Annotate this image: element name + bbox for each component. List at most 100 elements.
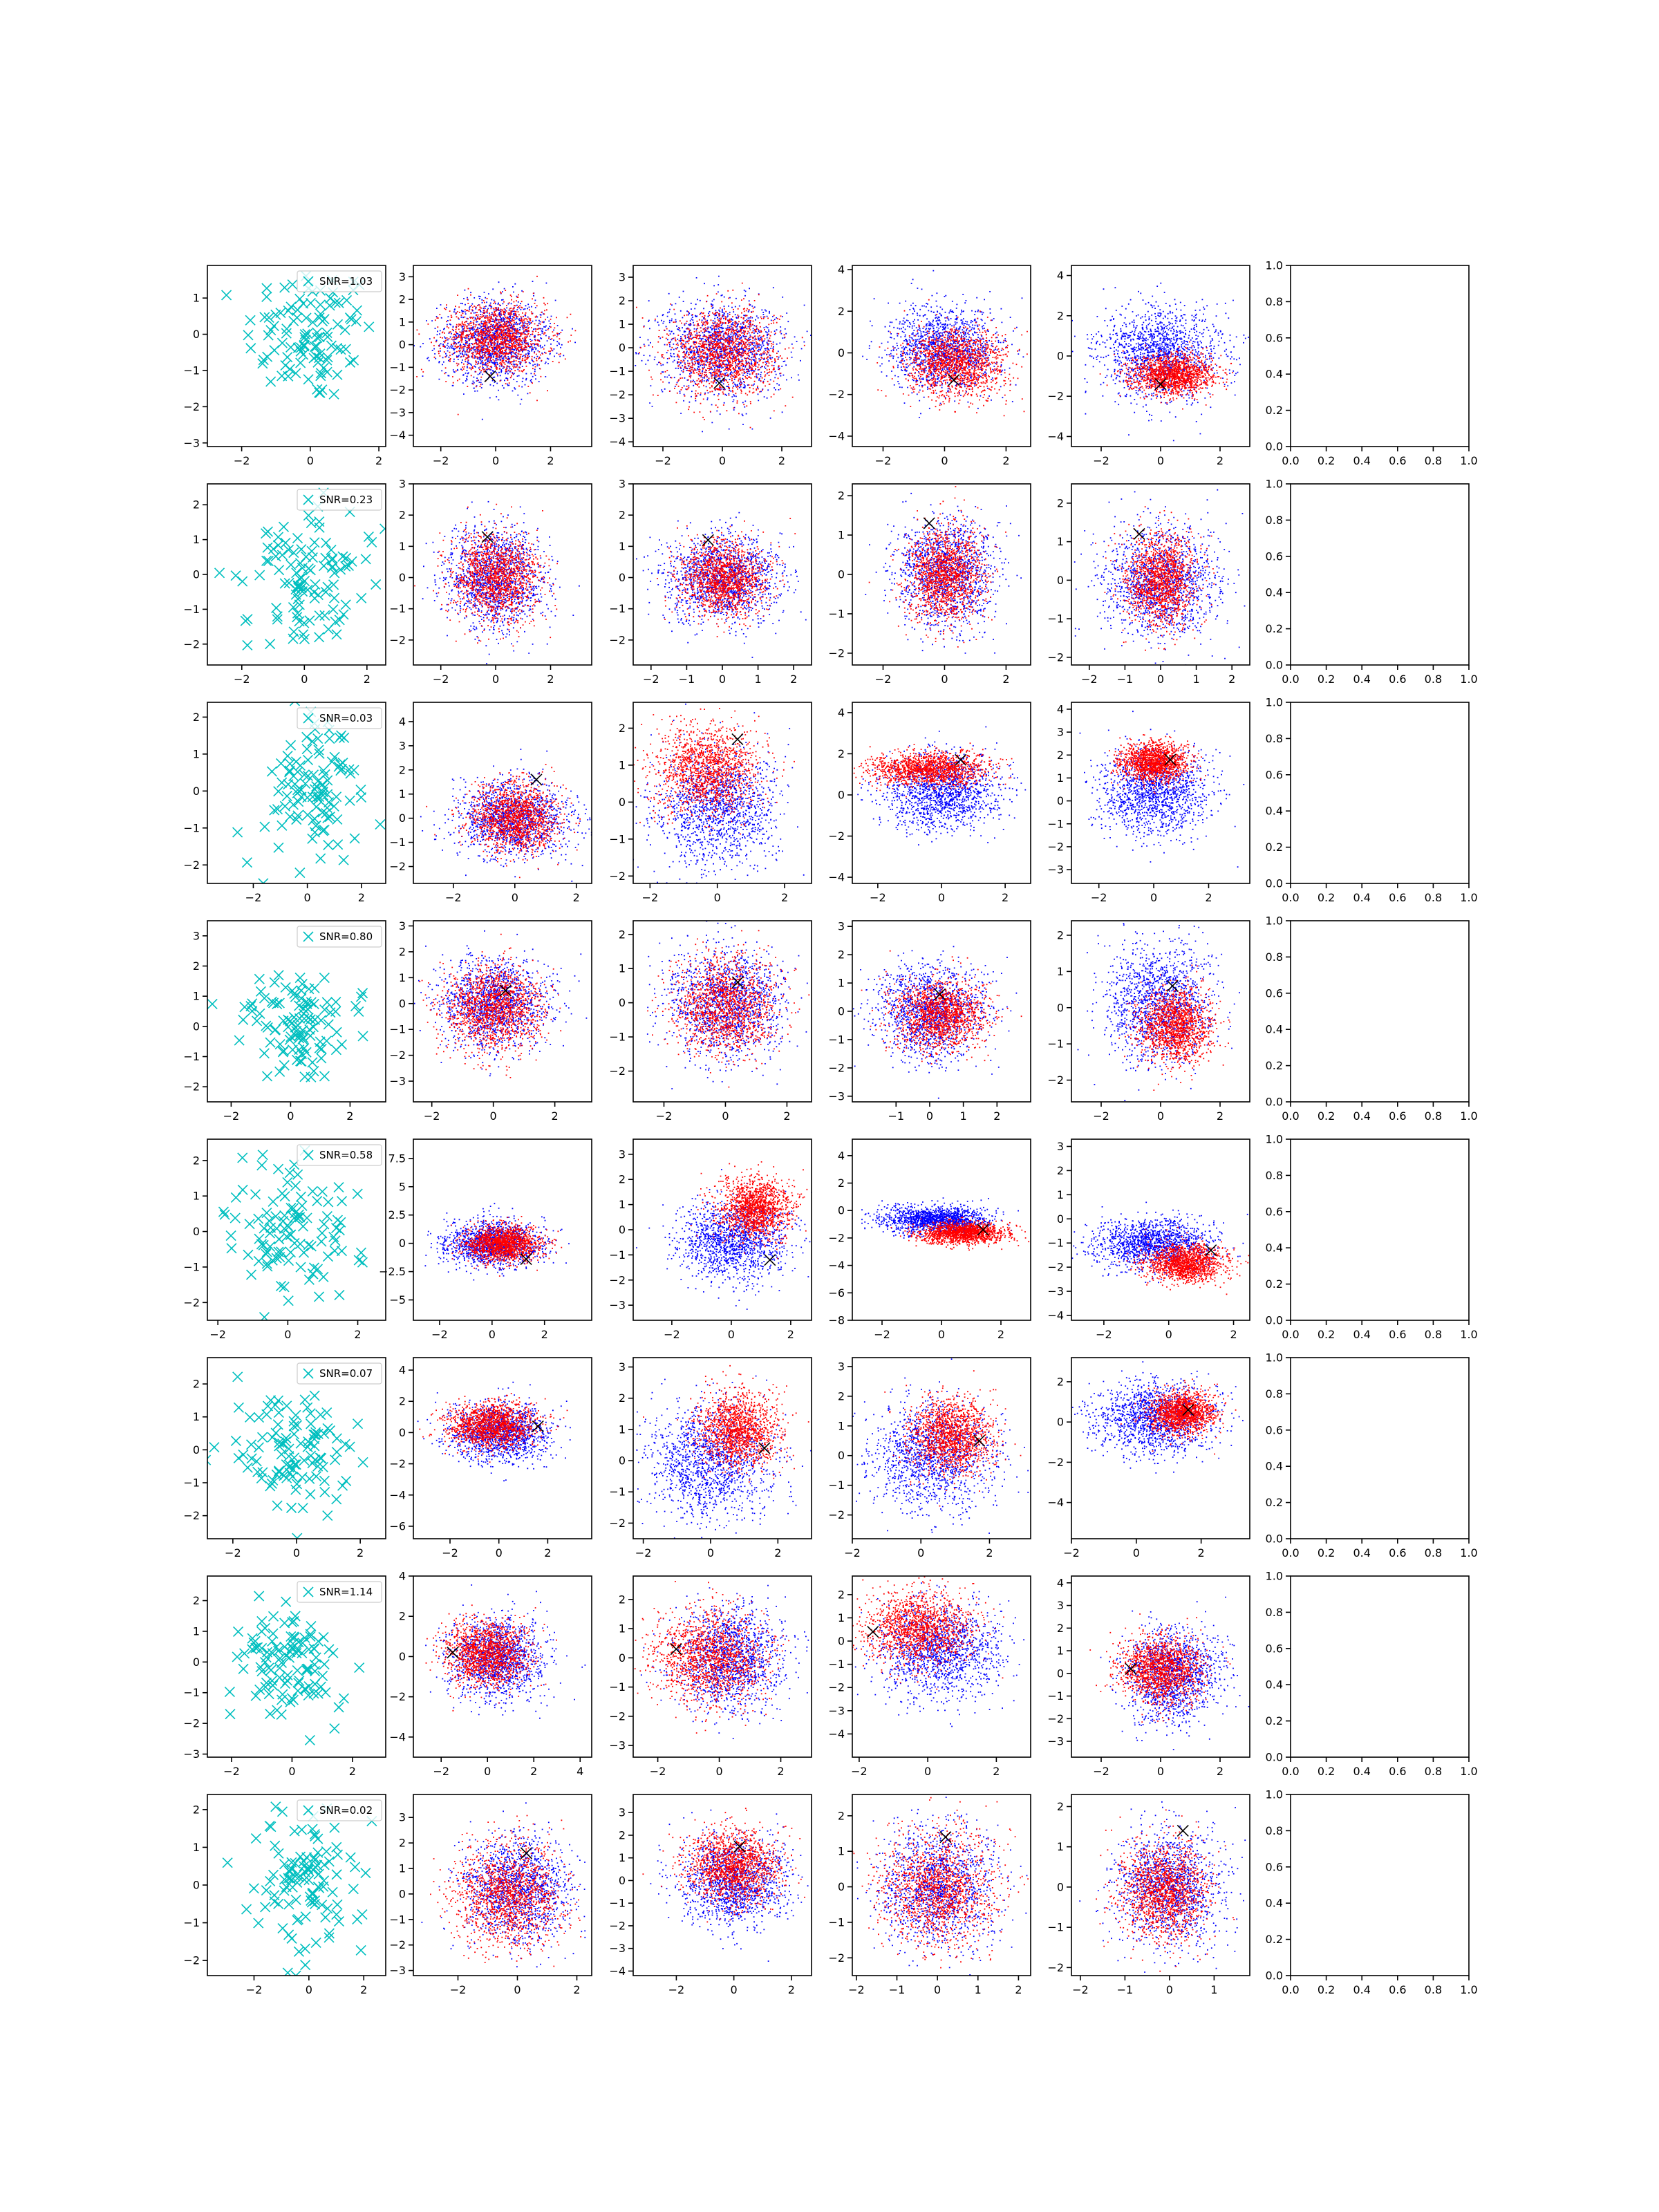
scatter-axis-ytick-label: 2 (399, 293, 406, 306)
empty-axis-ytick-label: 0.8 (1266, 1169, 1283, 1182)
sample-marker (239, 1103, 249, 1112)
scatter-axis-xtick-label: 0 (1165, 1328, 1172, 1341)
scatter-axis-ytick-label: 1 (838, 1611, 845, 1624)
sample-axis-ytick-label: −2 (183, 400, 200, 413)
scatter-axis-ytick-label: 0 (1057, 1001, 1064, 1014)
scatter-axis-ytick-label: 2 (838, 1389, 845, 1403)
empty-axis-ytick-label: 0.2 (1266, 1496, 1283, 1509)
scatter-axis-ytick-label: −1 (389, 602, 406, 615)
scatter-axis-ytick-label: −1 (1047, 1689, 1064, 1703)
scatter-axis-xtick-label: 2 (1002, 454, 1009, 467)
scatter-axis-ytick-label: −2 (828, 1061, 845, 1074)
scatter-axis-xtick-label: −2 (870, 891, 886, 904)
scatter-axis-xtick-label: 2 (788, 1983, 795, 1996)
scatter-axis-ytick-label: 1 (619, 318, 626, 331)
axes-background (1291, 921, 1469, 1102)
scatter-axis-ytick-label: −2 (828, 1508, 845, 1521)
sample-axis-xtick-label: 0 (287, 1109, 294, 1123)
scatter-axis-ytick-label: −3 (609, 1942, 626, 1955)
scatter-axis-ytick-label: 0 (1057, 1880, 1064, 1893)
scatter-axis-xtick-label: 2 (997, 1328, 1004, 1341)
scatter-axis-xtick-label: −2 (1093, 454, 1109, 467)
scatter-axis-ytick-label: −2 (389, 1457, 406, 1470)
sample-axis-ytick-label: −3 (183, 1747, 200, 1761)
sample-axis-xtick-label: 2 (358, 891, 365, 904)
scatter-axis-ytick-label: 2 (838, 1809, 845, 1822)
sample-axis-ytick-label: 1 (193, 990, 200, 1003)
scatter-axis-ytick-label: 2 (1057, 928, 1064, 941)
sample-axis-ytick-label: 2 (193, 959, 200, 973)
empty-axis-xtick-label: 0.0 (1282, 673, 1299, 686)
scatter-axis-xtick-label: −2 (874, 1328, 890, 1341)
empty-axis-ytick-label: 0.8 (1266, 295, 1283, 308)
sample-axis-ytick-label: 2 (193, 711, 200, 724)
scatter-axis-ytick-label: 2 (619, 722, 626, 735)
empty-axis-ytick-label: 0.0 (1266, 1751, 1283, 1764)
scatter-axis-xtick-label: −2 (1091, 891, 1107, 904)
sample-axis-ytick-label: −1 (183, 603, 200, 616)
sample-axis-ytick-label: 0 (193, 1879, 200, 1892)
scatter-axis-ytick-label: −4 (1047, 1496, 1064, 1509)
empty-axis-xtick-label: 0.8 (1425, 673, 1442, 686)
sample-axis-ytick-label: 0 (193, 568, 200, 581)
axes-background (1291, 484, 1469, 665)
empty-axis-xtick-label: 0.6 (1389, 891, 1406, 904)
scatter-axis-ytick-label: −3 (1047, 1285, 1064, 1298)
scatter-axis-xtick-label: −2 (431, 1328, 448, 1341)
scatter-axis-xtick-label: 2 (783, 1109, 790, 1123)
empty-axis-ytick-label: 0.0 (1266, 1533, 1283, 1546)
sample-axis-xtick-label: 0 (293, 1546, 300, 1559)
sample-axis-xtick-label: −2 (234, 454, 250, 467)
scatter-axis-ytick-label: 4 (1057, 1576, 1064, 1589)
scatter-axis-ytick-label: 0 (1057, 350, 1064, 363)
scatter-axis-xtick-label: −2 (1063, 1546, 1080, 1559)
empty-axis-xtick-label: 0.6 (1389, 1546, 1406, 1559)
sample-axis-xtick-label: 2 (375, 454, 382, 467)
axes-background (1291, 265, 1469, 447)
scatter-axis-ytick-label: 0 (838, 568, 845, 581)
scatter-axis-ytick-label: 3 (619, 478, 626, 491)
scatter-axis-xtick-label: 2 (573, 1983, 580, 1996)
scatter-axis-xtick-label: 0 (1157, 1765, 1164, 1778)
scatter-axis-xtick-label: −2 (655, 454, 671, 467)
scatter-axis-ytick-label: 1 (619, 540, 626, 553)
empty-axis-ytick-label: 0.2 (1266, 622, 1283, 635)
scatter-axis-ytick-label: −3 (389, 406, 406, 419)
scatter-axis-xtick-label: −2 (442, 1546, 458, 1559)
scatter-axis-xtick-label: 2 (544, 1546, 551, 1559)
sample-axis-ytick-label: 1 (193, 1410, 200, 1423)
scatter-axis-ytick-label: 0 (1057, 574, 1064, 587)
empty-axis-xtick-label: 0.2 (1318, 1109, 1335, 1123)
sample-axis-xtick-label: 2 (346, 1109, 353, 1123)
scatter-axis-ytick-label: −1 (828, 607, 845, 620)
scatter-axis-ytick-label: −3 (828, 1089, 845, 1103)
scatter-axis-ytick-label: −2 (389, 1938, 406, 1951)
panel-r2-c6-empty: 0.0 0.2 0.4 0.6 0.8 1.00.00.20.40.60.81.0 (1266, 478, 1478, 686)
scatter-axis-xtick-label: 0 (917, 1546, 924, 1559)
empty-axis-ytick-label: 0.4 (1266, 368, 1283, 381)
axes-background (633, 1139, 812, 1320)
scatter-axis-ytick-label: −2 (609, 633, 626, 646)
empty-axis-ytick-label: 0.8 (1266, 514, 1283, 527)
scatter-axis-ytick-label: −4 (828, 1259, 845, 1272)
scatter-axis-xtick-label: 2 (1205, 891, 1212, 904)
panel-r7-c6-empty: 0.0 0.2 0.4 0.6 0.8 1.00.00.20.40.60.81.0 (1266, 1570, 1478, 1779)
sample-axis-ytick-label: −2 (183, 1954, 200, 1967)
empty-axis-ytick-label: 0.4 (1266, 1241, 1283, 1255)
scatter-axis-xtick-label: 1 (755, 673, 762, 686)
scatter-axis-xtick-label: 2 (790, 673, 797, 686)
scatter-axis-ytick-label: −2 (828, 1951, 845, 1965)
scatter-axis-ytick-label: −4 (389, 1730, 406, 1743)
axes-background (633, 702, 812, 883)
